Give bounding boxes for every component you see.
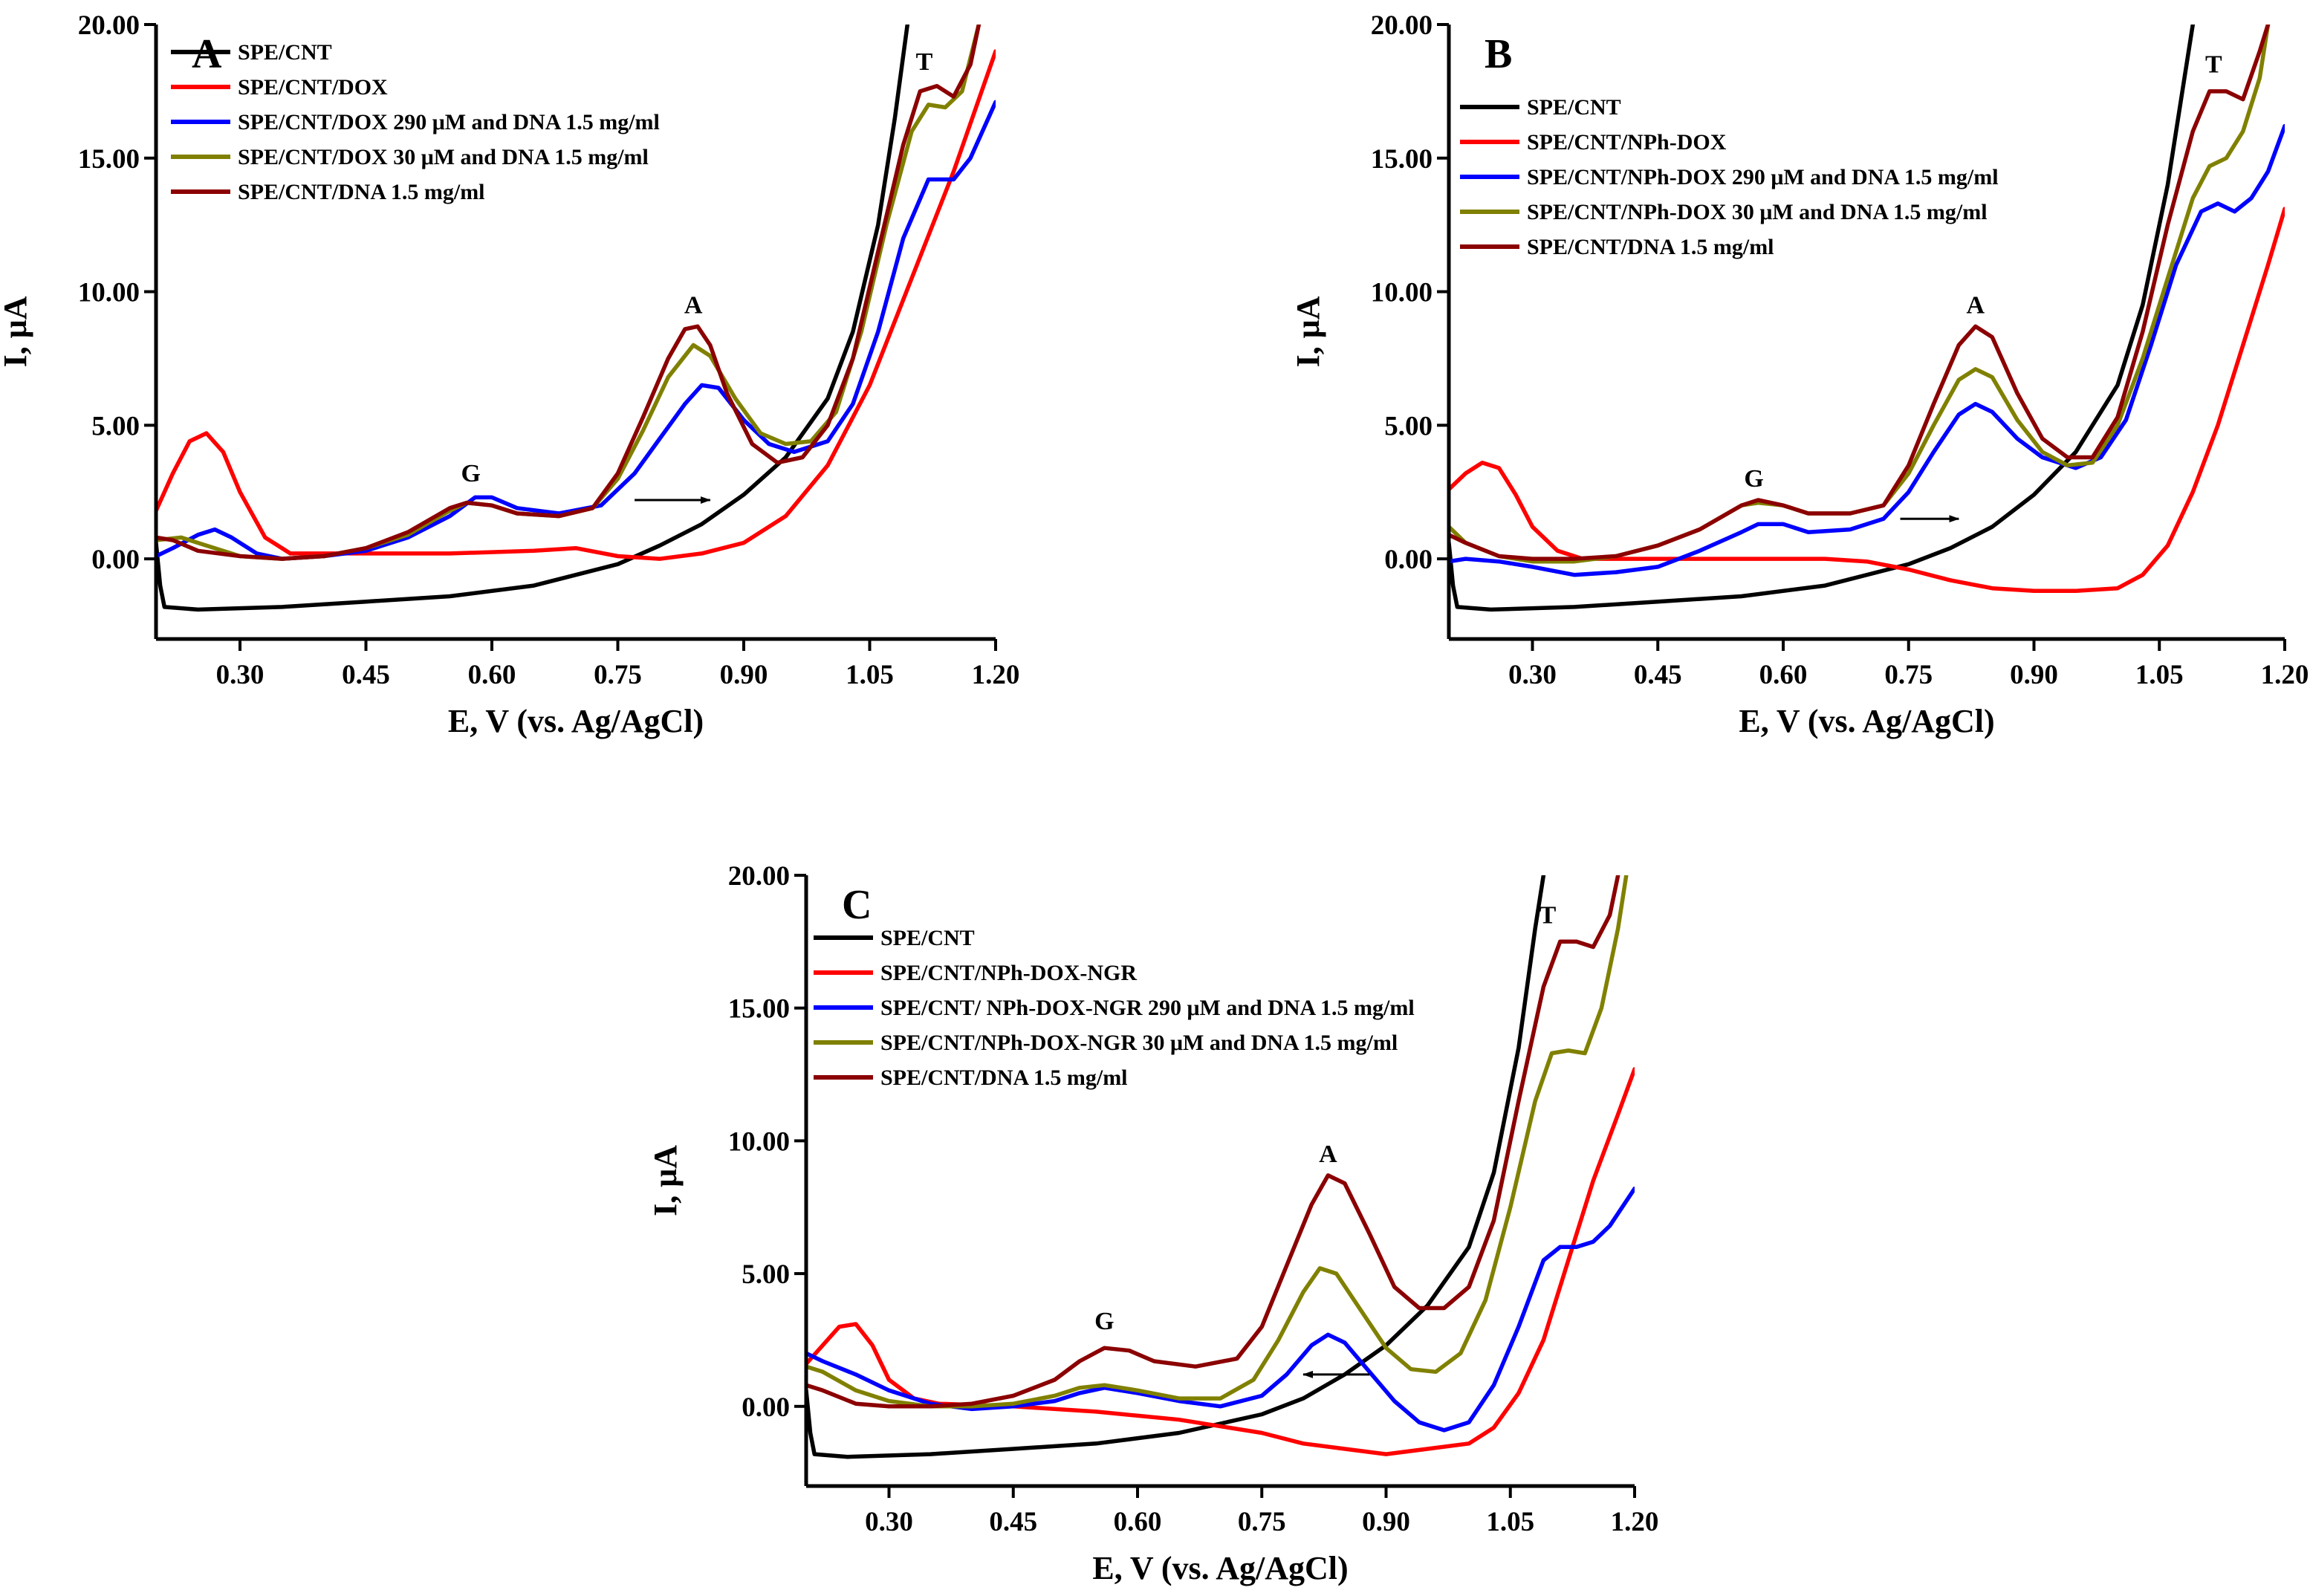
chart-a-x-tick-label: 0.30 [216, 660, 265, 690]
chart-b-y-tick-label: 0.00 [1384, 545, 1433, 575]
chart-c-x-tick-label: 0.30 [865, 1507, 913, 1537]
chart-b-legend-entry-3: SPE/CNT/NPh-DOX 30 μM and DNA 1.5 mg/ml [1527, 200, 1988, 224]
chart-a-series-3 [156, 25, 982, 561]
chart-a-legend-entry-3: SPE/CNT/DOX 30 μM and DNA 1.5 mg/ml [238, 145, 649, 169]
chart-a-y-tick-label: 15.00 [78, 144, 140, 175]
chart-b-legend-entry-2: SPE/CNT/NPh-DOX 290 μM and DNA 1.5 mg/ml [1527, 165, 1999, 189]
chart-a-x-tick-label: 0.60 [468, 660, 516, 690]
chart-c-legend-entry-1: SPE/CNT/NPh-DOX-NGR [880, 961, 1137, 985]
chart-c-x-tick-label: 0.90 [1362, 1507, 1410, 1537]
chart-b-y-tick-label: 20.00 [1371, 10, 1433, 41]
chart-b-peak-label-g: G [1744, 465, 1763, 493]
chart-c-x-tick-label: 0.60 [1114, 1507, 1162, 1537]
chart-c-legend-entry-4: SPE/CNT/DNA 1.5 mg/ml [880, 1065, 1128, 1090]
chart-b-series-0 [1449, 25, 2196, 612]
chart-a-legend-entry-4: SPE/CNT/DNA 1.5 mg/ml [238, 180, 485, 204]
chart-a-legend-entry-2: SPE/CNT/DOX 290 μM and DNA 1.5 mg/ml [238, 110, 660, 134]
chart-a-series-4 [156, 25, 982, 561]
chart-c-series-4 [806, 875, 1620, 1409]
chart-c-y-tick-label: 5.00 [742, 1259, 790, 1290]
chart-b-series-4 [1449, 25, 2271, 561]
chart-c: 0.30 0.45 0.60 0.75 0.90 1.05 1.20 0.00 5.00 10.0… [647, 861, 1658, 1586]
chart-c-y-tick-label: 10.00 [728, 1126, 790, 1157]
chart-c-y-axis-title: I, μA [647, 1145, 684, 1216]
chart-a-peak-label-a: A [684, 291, 703, 319]
chart-a-series-2 [156, 100, 996, 561]
chart-c-x-axis-title: E, V (vs. Ag/AgCl) [1092, 1550, 1348, 1586]
chart-b-x-tick-label: 0.60 [1759, 660, 1808, 690]
chart-b-y-tick-label: 5.00 [1384, 411, 1433, 441]
chart-a-x-tick-label: 1.05 [846, 660, 894, 690]
chart-c-peak-label-a: A [1319, 1141, 1337, 1168]
chart-b-y-tick-label: 15.00 [1371, 144, 1433, 175]
chart-a-y-axis-title: I, μA [0, 296, 33, 367]
chart-c-series-0 [806, 875, 1546, 1459]
chart-b-y-tick-label: 10.00 [1371, 278, 1433, 308]
chart-a-series-0 [156, 25, 910, 612]
chart-a-x-tick-label: 0.90 [720, 660, 768, 690]
chart-a-legend-entry-1: SPE/CNT/DOX [238, 75, 388, 100]
chart-b-series-2 [1449, 123, 2285, 577]
chart-c-x-tick-label: 1.20 [1611, 1507, 1659, 1537]
chart-a-peak-label-t: T [916, 48, 933, 76]
chart-b-legend-entry-1: SPE/CNT/NPh-DOX [1527, 130, 1727, 155]
chart-a-y-tick-label: 5.00 [91, 411, 140, 441]
chart-c-series-2 [806, 1186, 1635, 1433]
chart-a-x-axis-title: E, V (vs. Ag/AgCl) [448, 703, 704, 739]
chart-b-legend-entry-4: SPE/CNT/DNA 1.5 mg/ml [1527, 235, 1774, 259]
chart-b-legend-entry-0: SPE/CNT [1527, 95, 1621, 120]
chart-c-y-tick-label: 0.00 [742, 1392, 790, 1423]
chart-a-x-tick-label: 1.20 [972, 660, 1020, 690]
chart-c-y-tick-label: 20.00 [728, 861, 790, 892]
chart-b-peak-label-t: T [2205, 51, 2222, 79]
chart-c-series-3 [806, 875, 1629, 1409]
chart-c-y-tick-label: 15.00 [728, 994, 790, 1025]
chart-c-x-tick-label: 0.75 [1238, 1507, 1286, 1537]
chart-c-legend-entry-3: SPE/CNT/NPh-DOX-NGR 30 μM and DNA 1.5 mg… [880, 1031, 1398, 1055]
chart-c-legend-entry-0: SPE/CNT [880, 926, 975, 950]
chart-b-x-tick-label: 1.05 [2135, 660, 2184, 690]
chart-b-x-tick-label: 0.75 [1884, 660, 1933, 690]
chart-b-x-tick-label: 1.20 [2261, 660, 2309, 690]
chart-a-legend-entry-0: SPE/CNT [238, 40, 332, 65]
chart-a-y-tick-label: 0.00 [91, 545, 140, 575]
chart-b-series-1 [1449, 207, 2285, 594]
chart-a: 0.30 0.45 0.60 0.75 0.90 1.05 1.20 0.00 5.00 10.0… [0, 10, 1019, 739]
chart-c-peak-label-t: T [1540, 901, 1557, 929]
chart-c-x-tick-label: 1.05 [1486, 1507, 1534, 1537]
chart-b-x-axis-title: E, V (vs. Ag/AgCl) [1739, 703, 1994, 739]
chart-a-peak-label-g: G [461, 460, 481, 487]
chart-a-series-1 [156, 49, 996, 561]
chart-b-peak-label-a: A [1966, 291, 1985, 319]
chart-a-x-tick-label: 0.75 [594, 660, 642, 690]
chart-b-x-tick-label: 0.90 [2010, 660, 2058, 690]
chart-b-y-axis-title: I, μA [1290, 296, 1326, 367]
chart-c-panel-letter: C [842, 882, 872, 928]
chart-a-x-tick-label: 0.45 [342, 660, 390, 690]
chart-b-x-tick-label: 0.30 [1508, 660, 1557, 690]
chart-a-y-tick-label: 10.00 [78, 278, 140, 308]
chart-c-peak-label-g: G [1094, 1308, 1114, 1335]
chart-c-series-1 [806, 1067, 1635, 1456]
chart-b-panel-letter: B [1485, 31, 1512, 77]
chart-b: 0.30 0.45 0.60 0.75 0.90 1.05 1.20 0.00 5.00 10.0… [1290, 10, 2309, 739]
chart-b-x-tick-label: 0.45 [1634, 660, 1682, 690]
chart-a-y-tick-label: 20.00 [78, 10, 140, 41]
chart-c-legend-entry-2: SPE/CNT/ NPh-DOX-NGR 290 μM and DNA 1.5 … [880, 996, 1415, 1020]
chart-c-x-tick-label: 0.45 [989, 1507, 1037, 1537]
